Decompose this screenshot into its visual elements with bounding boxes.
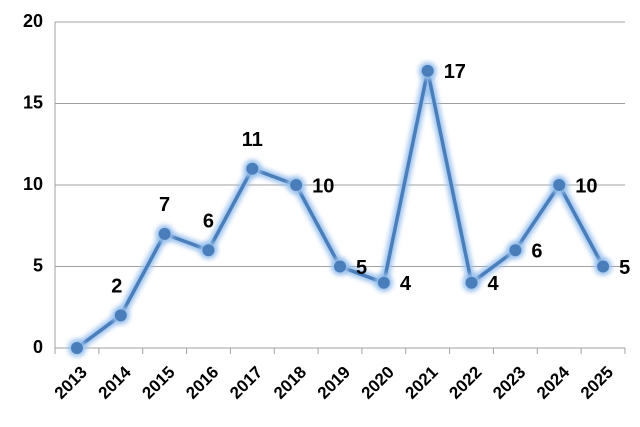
x-tick-label: 2016 [182, 363, 222, 403]
data-label: 5 [356, 257, 367, 279]
x-tick-label: 2013 [51, 363, 91, 403]
marker [421, 64, 434, 77]
marker [597, 260, 610, 273]
data-label: 17 [444, 61, 466, 83]
marker [114, 309, 127, 322]
y-tick-label: 5 [33, 255, 43, 275]
y-tick-label: 20 [23, 11, 43, 31]
marker [334, 260, 346, 273]
x-tick-label: 2014 [95, 362, 136, 403]
marker [290, 179, 303, 191]
data-label: 10 [312, 175, 334, 197]
data-label: 4 [400, 273, 412, 295]
x-tick-label: 2023 [489, 363, 529, 403]
x-tick-label: 2019 [314, 363, 354, 403]
x-tick-label: 2015 [138, 363, 178, 403]
marker [377, 276, 390, 289]
x-tick-label: 2018 [270, 363, 310, 403]
marker [553, 179, 566, 191]
data-label: 6 [531, 240, 542, 262]
marker [158, 227, 171, 240]
x-tick-label: 2020 [358, 363, 398, 403]
marker [246, 162, 259, 175]
x-tick-label: 2025 [577, 363, 617, 403]
marker [202, 244, 215, 257]
x-tick-label: 2021 [402, 363, 442, 403]
data-label: 5 [619, 257, 630, 279]
data-label: 4 [488, 273, 500, 295]
y-tick-label: 15 [23, 92, 43, 112]
data-label: 6 [203, 210, 214, 232]
marker [70, 342, 83, 354]
marker [509, 244, 522, 257]
data-label: 10 [575, 175, 597, 197]
x-tick-label: 2024 [533, 362, 574, 403]
data-label: 7 [159, 194, 170, 216]
marker [465, 276, 478, 289]
line-glow [74, 69, 608, 352]
y-tick-label: 0 [33, 337, 43, 357]
x-tick-label: 2022 [445, 363, 485, 403]
y-tick-label: 10 [23, 174, 43, 194]
line [75, 70, 605, 350]
x-tick-label: 2017 [226, 363, 266, 403]
data-label: 2 [111, 276, 122, 298]
data-label: 11 [242, 129, 263, 151]
